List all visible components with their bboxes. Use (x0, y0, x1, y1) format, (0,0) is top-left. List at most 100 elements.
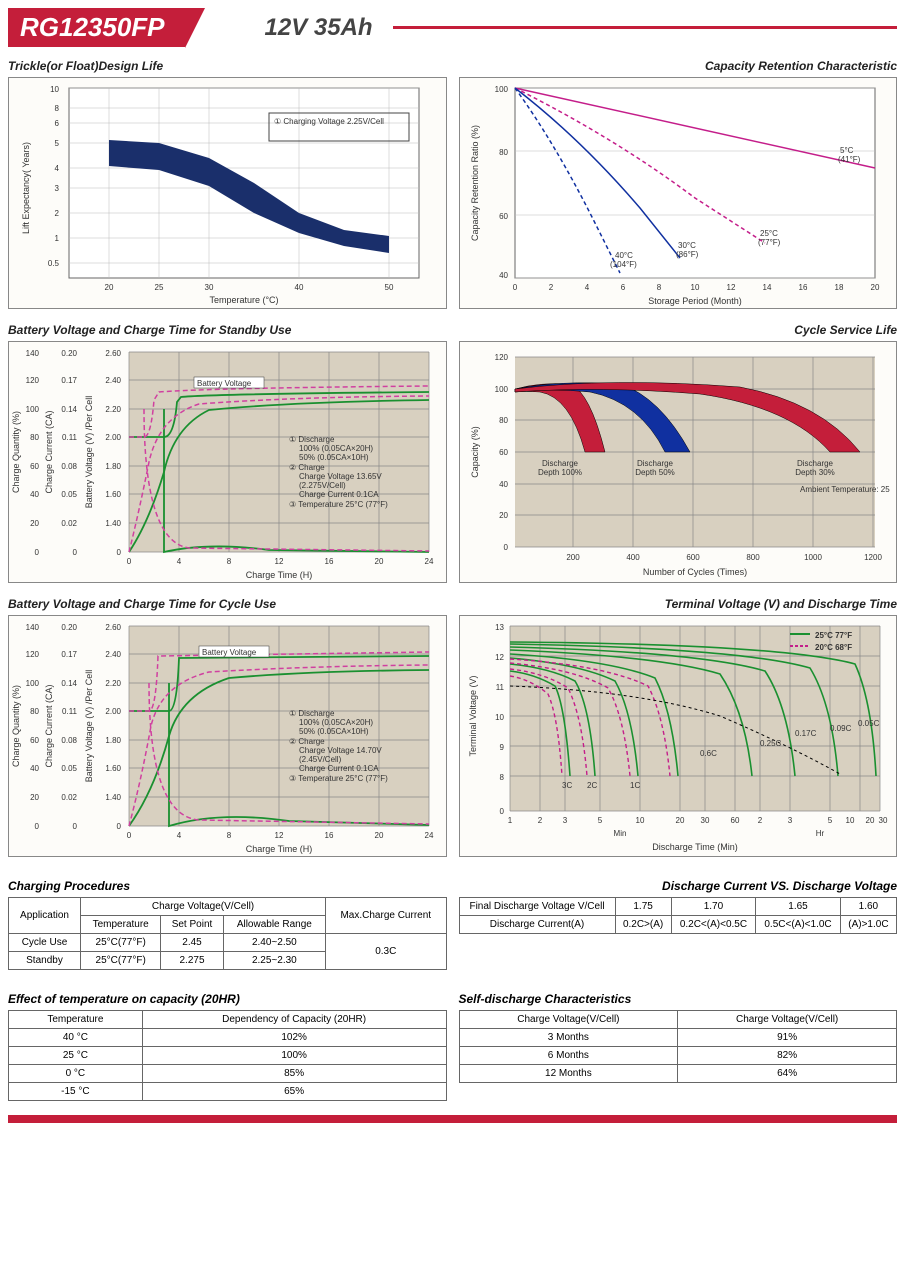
table4-title: Self-discharge Characteristics (459, 992, 898, 1006)
svg-text:14: 14 (762, 283, 771, 292)
svg-text:Discharge Time (Min): Discharge Time (Min) (652, 842, 738, 852)
svg-text:Charge Current 0.1CA: Charge Current 0.1CA (299, 764, 379, 773)
svg-text:Discharge: Discharge (541, 459, 578, 468)
svg-text:4: 4 (177, 831, 182, 840)
chart4-title: Cycle Service Life (459, 323, 898, 337)
svg-text:Depth 50%: Depth 50% (635, 468, 675, 477)
svg-text:Charge Quantity (%): Charge Quantity (%) (11, 685, 21, 767)
svg-text:(77°F): (77°F) (758, 238, 781, 247)
svg-text:30: 30 (205, 283, 214, 292)
svg-text:120: 120 (26, 650, 40, 659)
svg-text:20: 20 (870, 283, 879, 292)
svg-text:Depth 100%: Depth 100% (537, 468, 581, 477)
svg-text:0.02: 0.02 (61, 519, 77, 528)
svg-text:0.14: 0.14 (61, 405, 77, 414)
svg-text:Battery Voltage: Battery Voltage (197, 379, 252, 388)
table3-title: Effect of temperature on capacity (20HR) (8, 992, 447, 1006)
svg-text:Charge Current (CA): Charge Current (CA) (44, 684, 54, 767)
svg-text:① Charging Voltage 2.25V/Cell: ① Charging Voltage 2.25V/Cell (274, 117, 384, 126)
table-row: 25 °C100% (9, 1047, 447, 1065)
svg-text:0: 0 (127, 557, 132, 566)
svg-text:9: 9 (499, 743, 504, 752)
chart2: 5°C(41°F) 25°C(77°F) 30°C(86°F) 40°C(104… (459, 77, 898, 309)
table-header: Temperature (9, 1011, 143, 1029)
svg-text:Charge Quantity (%): Charge Quantity (%) (11, 411, 21, 493)
svg-text:1.60: 1.60 (105, 764, 121, 773)
svg-text:200: 200 (566, 553, 580, 562)
table-row: 6 Months82% (459, 1047, 897, 1065)
svg-text:80: 80 (499, 148, 508, 157)
svg-text:0.05C: 0.05C (858, 719, 880, 728)
svg-text:2.60: 2.60 (105, 623, 121, 632)
svg-text:Lift Expectancy( Years): Lift Expectancy( Years) (21, 142, 31, 234)
svg-text:50: 50 (385, 283, 394, 292)
svg-text:25°C 77°F: 25°C 77°F (815, 631, 852, 640)
svg-text:Capacity (%): Capacity (%) (470, 426, 480, 478)
spec-title: 12V 35Ah (265, 14, 373, 42)
svg-text:Ambient Temperature: 25°C (77°: Ambient Temperature: 25°C (77°F) (800, 485, 890, 494)
svg-text:140: 140 (26, 349, 40, 358)
svg-text:60: 60 (499, 448, 508, 457)
header-underline (393, 26, 897, 29)
svg-text:10: 10 (690, 283, 699, 292)
svg-text:0.08: 0.08 (61, 736, 77, 745)
svg-text:40: 40 (30, 490, 39, 499)
svg-text:0: 0 (35, 548, 40, 557)
header: RG12350FP 12V 35Ah (8, 8, 897, 47)
svg-text:25: 25 (155, 283, 164, 292)
svg-text:0: 0 (73, 822, 78, 831)
svg-text:16: 16 (325, 557, 334, 566)
svg-text:800: 800 (746, 553, 760, 562)
svg-text:③ Temperature 25°C (77°F): ③ Temperature 25°C (77°F) (289, 500, 388, 509)
table-row: 12 Months64% (459, 1065, 897, 1083)
svg-text:24: 24 (425, 831, 434, 840)
svg-text:10: 10 (50, 85, 59, 94)
svg-text:0: 0 (127, 831, 132, 840)
svg-text:12: 12 (495, 653, 504, 662)
svg-text:Temperature (°C): Temperature (°C) (209, 295, 278, 305)
svg-text:20°C 68°F: 20°C 68°F (815, 643, 852, 652)
svg-text:① Discharge: ① Discharge (289, 709, 335, 718)
svg-text:12: 12 (726, 283, 735, 292)
svg-text:10: 10 (635, 816, 644, 825)
svg-text:Min: Min (613, 829, 626, 838)
svg-text:Discharge: Discharge (796, 459, 833, 468)
model-badge: RG12350FP (8, 8, 185, 47)
svg-text:3C: 3C (562, 781, 572, 790)
svg-text:2.20: 2.20 (105, 405, 121, 414)
svg-text:2.00: 2.00 (105, 433, 121, 442)
svg-text:0: 0 (117, 822, 122, 831)
table-row: 40 °C102% (9, 1029, 447, 1047)
svg-text:80: 80 (30, 433, 39, 442)
chart6: 25°C 77°F 20°C 68°F 3C2C1C 0.6C0.25C0.17… (459, 615, 898, 857)
svg-text:0.25C: 0.25C (760, 739, 782, 748)
svg-text:Storage Period (Month): Storage Period (Month) (648, 296, 742, 306)
svg-text:1.80: 1.80 (105, 736, 121, 745)
table-header: Application (9, 898, 81, 934)
svg-text:6: 6 (55, 119, 60, 128)
svg-text:② Charge: ② Charge (289, 737, 325, 746)
svg-text:1000: 1000 (804, 553, 822, 562)
svg-text:16: 16 (798, 283, 807, 292)
svg-text:Charge Time (H): Charge Time (H) (246, 570, 313, 580)
table-row: 3 Months91% (459, 1029, 897, 1047)
svg-text:12: 12 (275, 557, 284, 566)
svg-text:4: 4 (177, 557, 182, 566)
svg-text:60: 60 (499, 212, 508, 221)
svg-text:0.02: 0.02 (61, 793, 77, 802)
svg-text:40°C: 40°C (615, 251, 633, 260)
svg-text:Battery Voltage: Battery Voltage (202, 648, 257, 657)
svg-text:Hr: Hr (815, 829, 824, 838)
svg-text:100% (0.05CA×20H): 100% (0.05CA×20H) (299, 444, 373, 453)
svg-text:2.00: 2.00 (105, 707, 121, 716)
chart5-title: Battery Voltage and Charge Time for Cycl… (8, 597, 447, 611)
svg-text:5: 5 (827, 816, 832, 825)
svg-text:Charge Voltage 13.65V: Charge Voltage 13.65V (299, 472, 382, 481)
table-header: Set Point (161, 916, 223, 934)
svg-text:Battery Voltage (V) /Per Cell: Battery Voltage (V) /Per Cell (84, 396, 94, 509)
svg-text:Number of Cycles (Times): Number of Cycles (Times) (642, 567, 746, 577)
table-row: Discharge Current(A)0.2C>(A)0.2C<(A)<0.5… (459, 916, 897, 934)
chart2-title: Capacity Retention Characteristic (459, 59, 898, 73)
svg-text:20: 20 (375, 831, 384, 840)
svg-text:Charge Current (CA): Charge Current (CA) (44, 410, 54, 493)
